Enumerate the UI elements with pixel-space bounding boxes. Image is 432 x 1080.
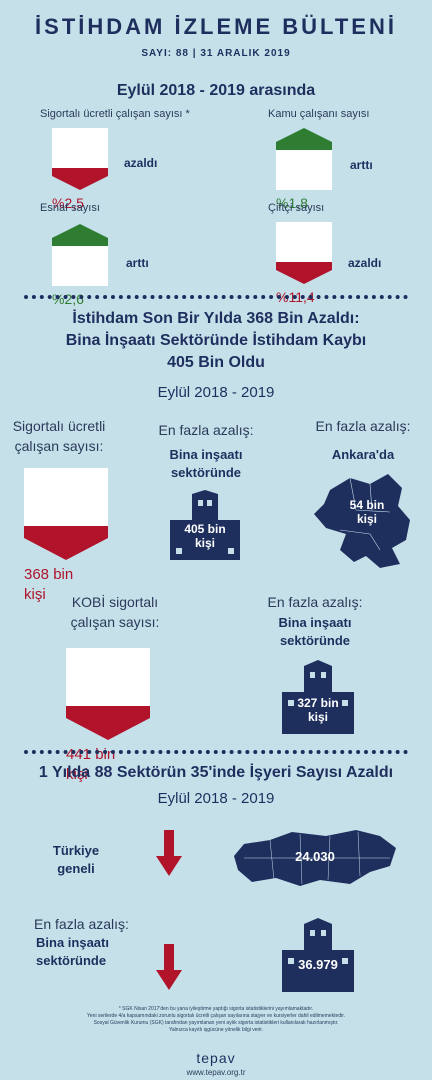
building-icon: 36.979 (282, 918, 354, 992)
label-tradesmen: Esnaf sayısı (40, 202, 100, 214)
section2-heading-2: Bina İnşaatı Sektöründe İstihdam Kaybı (65, 332, 367, 349)
down-card: 368 bin kişi (24, 468, 108, 603)
col3-value: 54 bin kişi (349, 498, 385, 526)
col1-label: Sigortalı ücretli çalışan sayısı: (12, 418, 106, 454)
down-card: %11,4 (276, 222, 332, 305)
kobi-max-sector: Bina inşaatı sektöründe (278, 615, 352, 648)
direction-public-employees: arttı (350, 158, 373, 172)
col2-value: 405 bin kişi (184, 522, 226, 550)
col2-label: En fazla azalış: (158, 422, 254, 438)
down-card: %2,5 (52, 128, 108, 211)
label-insured-employees: Sigortalı ücretli çalışan sayısı * (40, 108, 190, 120)
label-farmers: Çiftçi sayısı (268, 202, 325, 214)
down-arrow-icon (52, 128, 108, 190)
kobi-max-value: 327 bin kişi (297, 696, 339, 724)
row2-sector: Bina inşaatı sektöründe (36, 935, 109, 968)
footnote: * SGK Nisan 2017'den bu yana iyileştirme… (87, 1006, 345, 1033)
tepav-logo: tepav (196, 1050, 236, 1066)
down-arrow-icon (66, 648, 150, 740)
down-arrow-icon (276, 222, 332, 284)
row2-value: 36.979 (298, 957, 338, 972)
website-link[interactable]: www.tepav.org.tr (186, 1068, 246, 1077)
value-insured-employees: %2,5 (52, 195, 84, 211)
value-public-employees: %1,8 (276, 195, 308, 211)
label-public-employees: Kamu çalışanı sayısı (268, 108, 370, 120)
section3-heading: 1 Yılda 88 Sektörün 35'inde İşyeri Sayıs… (38, 764, 394, 781)
col1-value: 368 bin kişi (24, 566, 74, 603)
section1-heading: Eylül 2018 - 2019 arasında (116, 82, 316, 99)
col2-sector: Bina inşaatı sektöründe (169, 447, 243, 480)
building-icon: 405 bin kişi (170, 490, 240, 560)
down-card: 441 bin kişi (66, 648, 150, 783)
up-arrow-icon (52, 224, 108, 286)
section2-heading-1: İstihdam Son Bir Yılda 368 Bin Azaldı: (72, 310, 360, 327)
value-tradesmen: %2,6 (52, 291, 84, 307)
col3-label: En fazla azalış: (315, 418, 411, 434)
up-card: %1,8 (276, 128, 332, 211)
page-title: İSTİHDAM İZLEME BÜLTENİ (35, 14, 397, 39)
divider (24, 750, 408, 754)
down-arrow-icon (24, 468, 108, 560)
ankara-map-icon: 54 bin kişi (310, 470, 418, 570)
down-arrow-icon (156, 830, 182, 876)
section3-period: Eylül 2018 - 2019 (157, 790, 275, 807)
turkey-map-icon: 24.030 (230, 826, 400, 890)
kobi-label: KOBİ sigortalı çalışan sayısı: (70, 594, 160, 630)
section2-period: Eylül 2018 - 2019 (157, 384, 275, 401)
section2-heading-3: 405 Bin Oldu (167, 354, 265, 371)
col3-city: Ankara'da (331, 447, 395, 462)
row1-value: 24.030 (295, 849, 335, 864)
issue-info: SAYI: 88 | 31 ARALIK 2019 (141, 48, 291, 59)
direction-tradesmen: arttı (126, 256, 149, 270)
up-arrow-icon (276, 128, 332, 190)
row1-label: Türkiye geneli (52, 843, 100, 876)
direction-insured-employees: azaldı (124, 156, 158, 170)
up-card: %2,6 (52, 224, 108, 307)
kobi-max-label: En fazla azalış: (267, 594, 363, 610)
row2-label: En fazla azalış: (34, 916, 129, 932)
down-arrow-icon (156, 944, 182, 990)
divider (24, 295, 408, 299)
building-icon: 327 bin kişi (282, 660, 354, 734)
direction-farmers: azaldı (348, 256, 382, 270)
